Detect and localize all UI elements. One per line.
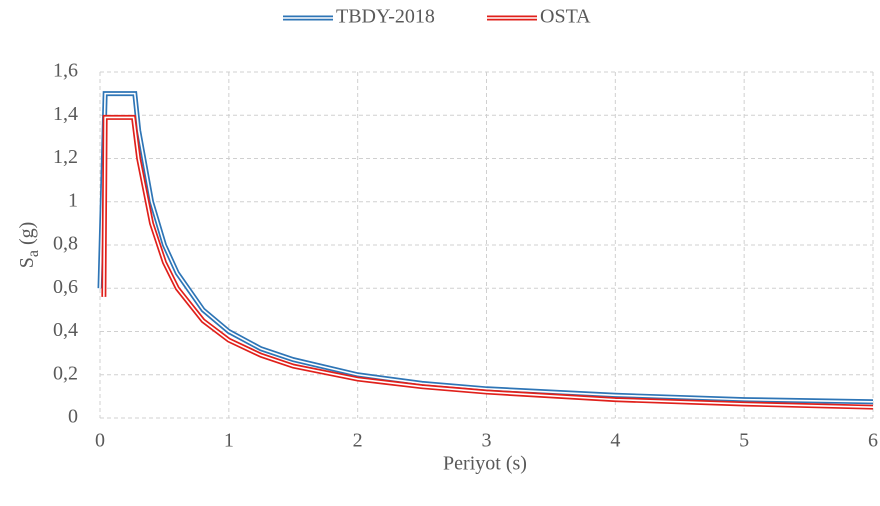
y-label-sub: a [25, 250, 42, 257]
y-label-main: S [16, 257, 38, 268]
y-tick-label: 1 [68, 189, 78, 211]
series-line-inner [99, 92, 874, 403]
y-tick-label: 1,6 [53, 60, 78, 82]
x-tick-label: 4 [610, 430, 620, 452]
y-tick-label: 0,8 [53, 233, 78, 255]
legend-label: TBDY-2018 [336, 6, 435, 28]
x-tick-label: 0 [95, 430, 105, 452]
y-tick-label: 0,6 [53, 276, 78, 298]
y-tick-label: 0,4 [53, 319, 78, 341]
x-tick-label: 2 [353, 430, 363, 452]
x-tick-label: 3 [482, 430, 492, 452]
y-tick-label: 0,2 [53, 362, 78, 384]
series-line-inner [103, 116, 874, 408]
y-label-rest: (g) [16, 222, 38, 250]
y-tick-label: 1,4 [53, 103, 78, 125]
series-line [101, 114, 874, 410]
y-tick-label: 1,2 [53, 146, 78, 168]
x-tick-label: 1 [224, 430, 234, 452]
x-tick-label: 6 [868, 430, 878, 452]
y-tick-label: 0 [68, 406, 78, 428]
x-tick-label: 5 [739, 430, 749, 452]
legend-label: OSTA [540, 6, 591, 28]
y-axis-label: Sa (g) [16, 222, 42, 269]
x-axis-label: Periyot (s) [443, 453, 527, 475]
